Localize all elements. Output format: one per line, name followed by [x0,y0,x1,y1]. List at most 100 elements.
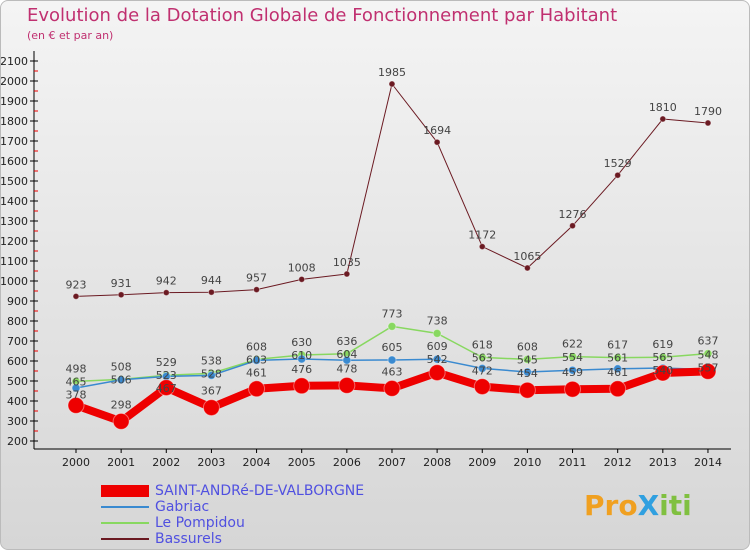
data-point [477,352,487,362]
data-label: 942 [156,275,177,288]
data-label: 619 [652,338,673,351]
data-point [293,377,311,395]
data-point [388,80,396,88]
proxiti-logo: ProXiti [584,489,692,522]
x-tick-label: 2007 [378,456,406,469]
data-label: 1276 [559,208,587,221]
data-label: 609 [427,340,448,353]
y-tick-label: 1500 [1,175,28,188]
data-label: 773 [381,307,402,320]
data-label: 1008 [288,261,316,274]
data-point [72,292,80,300]
x-tick-label: 2002 [152,456,180,469]
x-tick-label: 2004 [243,456,271,469]
data-label: 923 [66,278,87,291]
data-label: 459 [562,366,583,379]
legend-swatch [101,538,149,540]
data-point [523,264,531,272]
data-label: 957 [246,272,267,285]
data-label: 622 [562,338,583,351]
data-label: 563 [472,351,493,364]
data-label: 554 [562,351,583,364]
data-label: 1694 [423,124,451,137]
data-label: 1529 [604,157,632,170]
y-tick-label: 700 [7,335,28,348]
legend-label: Gabriac [155,499,210,515]
data-point [658,352,668,362]
data-point [157,379,175,397]
data-label: 465 [66,375,87,388]
y-tick-label: 1100 [1,255,28,268]
data-point [116,375,126,385]
data-point [253,286,261,294]
data-label: 1810 [649,101,677,114]
data-point [298,275,306,283]
y-tick-label: 400 [7,395,28,408]
data-point [522,367,532,377]
data-label: 378 [66,388,87,401]
data-label: 461 [246,366,267,379]
data-point [473,378,491,396]
y-tick-label: 1300 [1,215,28,228]
data-label: 478 [336,362,357,375]
data-point [614,171,622,179]
legend-item: Gabriac [101,499,209,515]
x-tick-label: 2006 [333,456,361,469]
data-point [433,138,441,146]
data-point [338,376,356,394]
data-label: 561 [607,352,628,365]
x-tick-label: 2008 [423,456,451,469]
data-point [343,270,351,278]
data-point [297,354,307,364]
data-point [202,399,220,417]
series-line [75,83,709,297]
data-point [659,115,667,123]
data-point [704,119,712,127]
data-point [206,370,216,380]
series-saint-andr-de-valborgne [67,362,717,430]
data-label: 476 [291,363,312,376]
data-label: 565 [652,351,673,364]
data-label: 1172 [468,229,496,242]
data-label: 538 [201,354,222,367]
data-point [613,364,623,374]
data-point [477,363,487,373]
legend-item: SAINT-ANDRé-DE-VALBORGNE [101,483,364,499]
x-tick-label: 2012 [604,456,632,469]
x-tick-label: 2011 [559,456,587,469]
data-label: 529 [156,356,177,369]
legend-label: SAINT-ANDRé-DE-VALBORGNE [155,483,365,499]
data-point [207,288,215,296]
legend-swatch [101,485,149,497]
data-point [609,380,627,398]
y-tick-label: 2000 [1,75,28,88]
data-label: 523 [156,369,177,382]
data-point [568,352,578,362]
data-label: 454 [517,367,538,380]
data-label: 508 [111,360,132,373]
data-label: 542 [427,353,448,366]
chart-subtitle: (en € et par an) [27,29,114,42]
y-tick-label: 1600 [1,155,28,168]
data-point [67,396,85,414]
data-label: 298 [111,398,132,411]
y-tick-label: 300 [7,415,28,428]
data-label: 604 [336,348,357,361]
data-point [568,365,578,375]
data-label: 618 [472,338,493,351]
data-label: 540 [652,364,673,377]
data-point [162,289,170,297]
y-tick-label: 2100 [1,55,28,68]
data-label: 608 [517,340,538,353]
data-label: 603 [246,353,267,366]
data-point [248,380,266,398]
x-tick-label: 2000 [62,456,90,469]
legend-swatch [101,522,149,524]
data-point [522,354,532,364]
data-point [432,328,442,338]
y-tick-label: 1900 [1,95,28,108]
data-labels: 923 931 942 944 957 1008 1035 1985 1694 1172 1065 1… [66,66,722,411]
data-point [383,379,401,397]
data-point [387,321,397,331]
